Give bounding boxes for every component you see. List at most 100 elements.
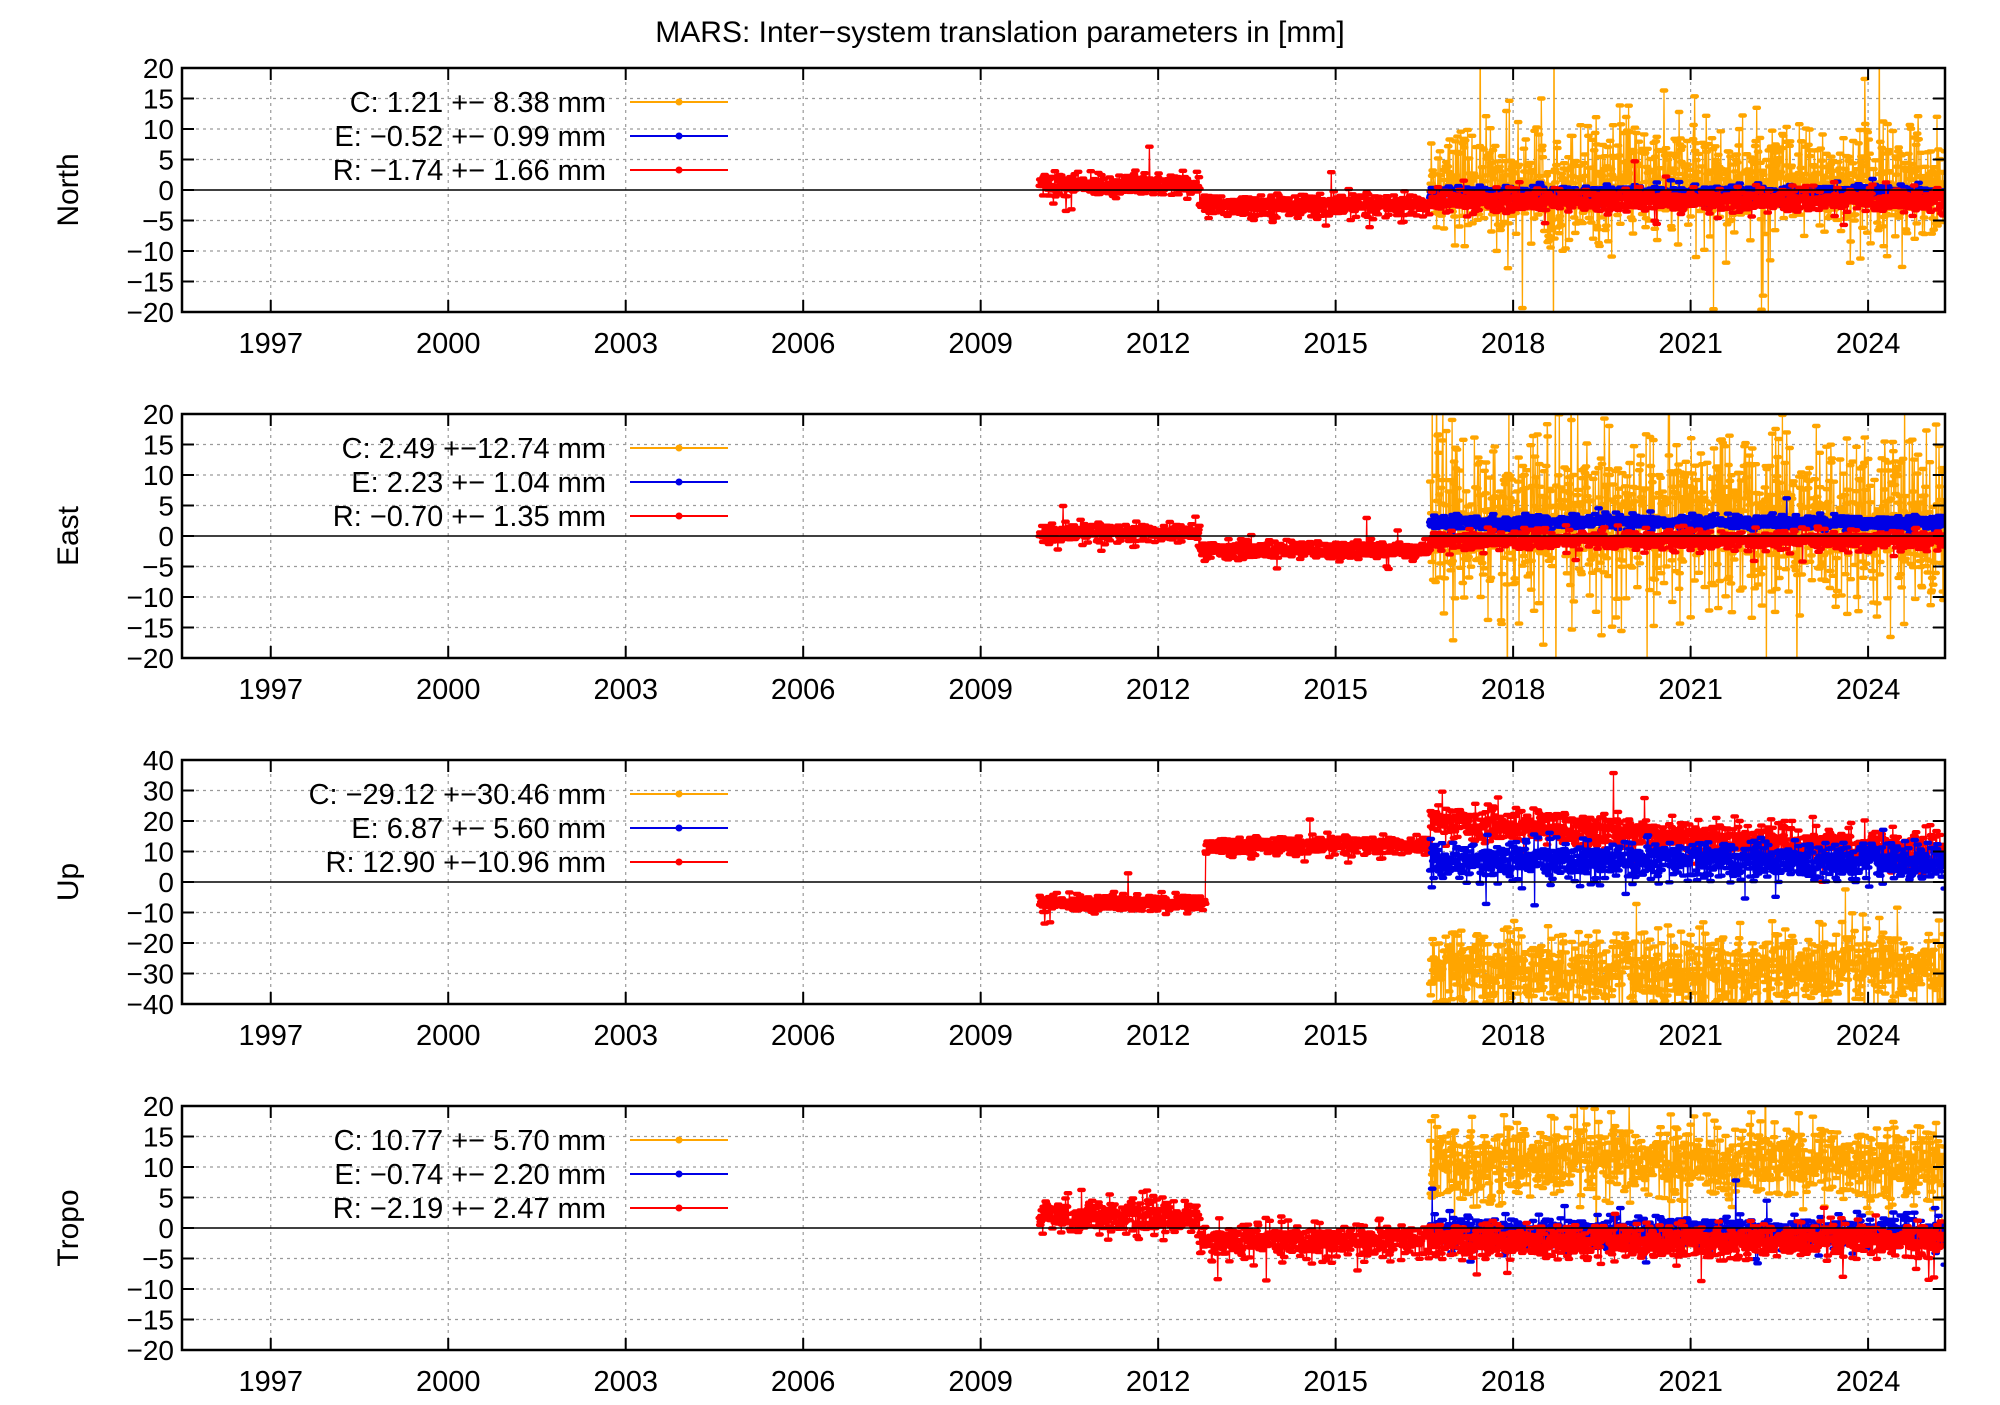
legend-marker-R xyxy=(675,1204,683,1212)
legend-entry-E: E: 2.23 +− 1.04 mm xyxy=(351,467,606,499)
x-tick-label: 2000 xyxy=(416,1366,481,1398)
x-tick-label: 2018 xyxy=(1481,1020,1546,1052)
y-tick-label: 10 xyxy=(143,114,174,145)
y-tick-label: 10 xyxy=(143,460,174,491)
legend-entry-R: R: −1.74 +− 1.66 mm xyxy=(333,155,606,187)
y-tick-label: 30 xyxy=(143,776,174,807)
x-tick-label: 2024 xyxy=(1836,1366,1901,1398)
x-tick-label: 2018 xyxy=(1481,328,1546,360)
x-tick-label: 2009 xyxy=(948,674,1013,706)
x-tick-label: 2024 xyxy=(1836,674,1901,706)
x-tick-label: 2006 xyxy=(771,1020,836,1052)
legend-entry-E: E: −0.52 +− 0.99 mm xyxy=(334,121,606,153)
x-tick-label: 2006 xyxy=(771,674,836,706)
x-tick-label: 2012 xyxy=(1126,1020,1191,1052)
y-tick-label: −10 xyxy=(127,898,175,929)
x-tick-label: 1997 xyxy=(238,1366,303,1398)
x-tick-label: 2012 xyxy=(1126,674,1191,706)
x-tick-label: 2015 xyxy=(1303,1366,1368,1398)
legend: C: 2.49 +−12.74 mmE: 2.23 +− 1.04 mmR: −… xyxy=(333,433,728,533)
legend-entry-E: E: 6.87 +− 5.60 mm xyxy=(351,813,606,845)
y-tick-label: −10 xyxy=(127,236,175,267)
series-group xyxy=(1035,68,1945,312)
y-tick-label: −20 xyxy=(127,297,175,328)
y-tick-label: 0 xyxy=(158,867,174,898)
legend-marker-C xyxy=(675,444,683,452)
legend-marker-C xyxy=(675,790,683,798)
y-tick-label: 20 xyxy=(143,806,174,837)
y-axis-label: Up xyxy=(52,863,85,901)
legend-marker-E xyxy=(675,478,683,486)
y-tick-label: 40 xyxy=(143,745,174,776)
chart-title: MARS: Inter−system translation parameter… xyxy=(655,16,1344,49)
y-tick-label: −5 xyxy=(142,206,174,237)
y-tick-label: −30 xyxy=(127,959,175,990)
x-tick-label: 2024 xyxy=(1836,328,1901,360)
legend-marker-C xyxy=(675,1136,683,1144)
x-tick-label: 2021 xyxy=(1658,674,1723,706)
y-axis-label: East xyxy=(52,505,85,566)
y-tick-label: −5 xyxy=(142,1244,174,1275)
x-tick-label: 2003 xyxy=(593,674,658,706)
x-tick-label: 1997 xyxy=(238,328,303,360)
legend-entry-C: C: 2.49 +−12.74 mm xyxy=(342,433,606,465)
y-tick-label: −15 xyxy=(127,267,175,298)
y-tick-label: 0 xyxy=(158,1213,174,1244)
legend-marker-E xyxy=(675,824,683,832)
y-tick-label: 20 xyxy=(143,53,174,84)
legend-marker-R xyxy=(675,512,683,520)
x-tick-label: 2006 xyxy=(771,328,836,360)
series-points-C xyxy=(1425,414,1945,647)
x-tick-label: 1997 xyxy=(238,674,303,706)
legend-entry-E: E: −0.74 +− 2.20 mm xyxy=(334,1159,606,1191)
y-axis-label: Tropo xyxy=(52,1189,85,1266)
y-tick-label: 0 xyxy=(158,175,174,206)
legend-entry-C: C: 10.77 +− 5.70 mm xyxy=(334,1125,606,1157)
legend-entry-R: R: −0.70 +− 1.35 mm xyxy=(333,501,606,533)
y-tick-label: 10 xyxy=(143,837,174,868)
series-points-C xyxy=(1425,887,1945,1004)
y-tick-label: −20 xyxy=(127,1335,175,1366)
legend-marker-E xyxy=(675,132,683,140)
x-tick-label: 2012 xyxy=(1126,328,1191,360)
y-tick-label: 20 xyxy=(143,1091,174,1122)
x-tick-label: 2009 xyxy=(948,1366,1013,1398)
legend: C: 10.77 +− 5.70 mmE: −0.74 +− 2.20 mmR:… xyxy=(333,1125,728,1225)
y-tick-label: −15 xyxy=(127,1305,175,1336)
legend-entry-R: R: −2.19 +− 2.47 mm xyxy=(333,1193,606,1225)
y-axis-label: North xyxy=(52,153,85,226)
x-tick-label: 2015 xyxy=(1303,674,1368,706)
series-group xyxy=(1035,1106,1945,1284)
y-tick-label: −15 xyxy=(127,613,175,644)
x-tick-label: 2021 xyxy=(1658,1020,1723,1052)
series-points-C xyxy=(1425,76,1945,312)
y-tick-label: −5 xyxy=(142,552,174,583)
series-points-E xyxy=(1425,496,1945,542)
x-tick-label: 2024 xyxy=(1836,1020,1901,1052)
x-tick-label: 2003 xyxy=(593,1366,658,1398)
y-tick-label: −40 xyxy=(127,989,175,1020)
x-tick-label: 2015 xyxy=(1303,328,1368,360)
legend-marker-R xyxy=(675,166,683,174)
series-group xyxy=(1035,770,1945,1004)
y-tick-label: −10 xyxy=(127,1274,175,1305)
x-tick-label: 2012 xyxy=(1126,1366,1191,1398)
x-tick-label: 2000 xyxy=(416,328,481,360)
legend: C: 1.21 +− 8.38 mmE: −0.52 +− 0.99 mmR: … xyxy=(333,87,728,187)
y-tick-label: −20 xyxy=(127,643,175,674)
x-tick-label: 2021 xyxy=(1658,328,1723,360)
x-tick-label: 2000 xyxy=(416,1020,481,1052)
series-points-E xyxy=(1425,827,1945,908)
x-tick-label: 2003 xyxy=(593,1020,658,1052)
y-tick-label: 10 xyxy=(143,1152,174,1183)
x-tick-label: 2021 xyxy=(1658,1366,1723,1398)
y-tick-label: 5 xyxy=(158,491,174,522)
series-points-R xyxy=(1035,1187,1945,1284)
x-tick-label: 2006 xyxy=(771,1366,836,1398)
x-tick-label: 2009 xyxy=(948,328,1013,360)
